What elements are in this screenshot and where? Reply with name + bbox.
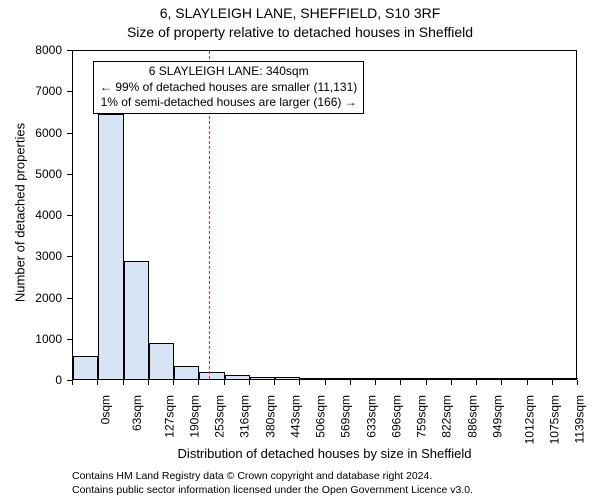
x-tick-mark (476, 380, 477, 385)
histogram-bar (326, 378, 351, 379)
y-tick-label: 2000 (0, 291, 62, 305)
caption-line-1: Contains HM Land Registry data © Crown c… (72, 470, 432, 482)
y-tick-label: 1000 (0, 332, 62, 346)
caption-line-2: Contains public sector information licen… (72, 484, 473, 496)
figure: 6, SLAYLEIGH LANE, SHEFFIELD, S10 3RF Si… (0, 0, 600, 500)
x-tick-mark (400, 380, 401, 385)
x-tick-mark (123, 380, 124, 385)
x-tick-label: 127sqm (162, 395, 176, 438)
annotation-line-1: 6 SLAYLEIGH LANE: 340sqm (100, 64, 357, 80)
x-tick-label: 443sqm (288, 395, 302, 438)
plot-area: 6 SLAYLEIGH LANE: 340sqm ← 99% of detach… (72, 50, 577, 380)
x-tick-label: 1075sqm (548, 395, 562, 444)
y-tick-mark (67, 133, 72, 134)
x-tick-label: 0sqm (98, 395, 112, 424)
x-tick-mark (426, 380, 427, 385)
histogram-bar (528, 378, 553, 379)
y-tick-label: 7000 (0, 84, 62, 98)
x-tick-label: 63sqm (130, 395, 144, 431)
x-tick-mark (451, 380, 452, 385)
x-tick-mark (325, 380, 326, 385)
histogram-bar (225, 375, 250, 379)
title-line-1: 6, SLAYLEIGH LANE, SHEFFIELD, S10 3RF (0, 4, 600, 23)
histogram-bar (275, 377, 300, 379)
histogram-bar (427, 378, 452, 379)
y-tick-label: 5000 (0, 167, 62, 181)
histogram-bar (98, 114, 123, 379)
x-tick-label: 1139sqm (572, 395, 586, 443)
x-tick-mark (577, 380, 578, 385)
x-tick-label: 1012sqm (522, 395, 536, 444)
x-tick-label: 822sqm (440, 395, 454, 438)
annotation-line-2: ← 99% of detached houses are smaller (11… (100, 80, 357, 96)
y-tick-mark (67, 339, 72, 340)
x-tick-mark (97, 380, 98, 385)
annotation-box: 6 SLAYLEIGH LANE: 340sqm ← 99% of detach… (93, 61, 364, 114)
histogram-bar (124, 261, 149, 379)
x-tick-mark (552, 380, 553, 385)
y-tick-mark (67, 174, 72, 175)
x-tick-label: 190sqm (187, 395, 201, 438)
histogram-bar (553, 378, 578, 379)
histogram-bar (477, 378, 502, 379)
x-tick-mark (527, 380, 528, 385)
y-tick-mark (67, 256, 72, 257)
x-tick-label: 696sqm (389, 395, 403, 438)
x-tick-mark (72, 380, 73, 385)
x-tick-mark (198, 380, 199, 385)
y-tick-label: 4000 (0, 208, 62, 222)
y-tick-label: 0 (0, 373, 62, 387)
histogram-bar (300, 378, 325, 379)
histogram-bar (452, 378, 477, 379)
x-tick-label: 949sqm (490, 395, 504, 438)
y-tick-label: 3000 (0, 249, 62, 263)
histogram-bar (502, 378, 527, 379)
x-tick-label: 316sqm (238, 395, 252, 438)
x-tick-label: 380sqm (263, 395, 277, 438)
x-tick-mark (274, 380, 275, 385)
x-tick-label: 253sqm (213, 395, 227, 438)
histogram-bar (351, 378, 376, 379)
histogram-bar (199, 372, 224, 379)
x-tick-mark (299, 380, 300, 385)
histogram-bar (401, 378, 426, 379)
x-tick-label: 569sqm (339, 395, 353, 438)
y-tick-mark (67, 50, 72, 51)
y-tick-mark (67, 298, 72, 299)
x-tick-mark (249, 380, 250, 385)
x-tick-label: 886sqm (465, 395, 479, 438)
histogram-bar (73, 356, 98, 379)
x-tick-mark (375, 380, 376, 385)
y-tick-label: 6000 (0, 126, 62, 140)
x-tick-mark (501, 380, 502, 385)
y-tick-label: 8000 (0, 43, 62, 57)
annotation-line-3: 1% of semi-detached houses are larger (1… (100, 95, 357, 111)
histogram-bar (149, 343, 174, 379)
x-tick-mark (224, 380, 225, 385)
y-tick-mark (67, 91, 72, 92)
x-tick-mark (148, 380, 149, 385)
x-tick-mark (350, 380, 351, 385)
histogram-bar (250, 377, 275, 379)
x-axis-label: Distribution of detached houses by size … (72, 446, 577, 461)
title-line-2: Size of property relative to detached ho… (0, 23, 600, 42)
y-axis-label: Number of detached properties (13, 113, 28, 313)
x-tick-mark (173, 380, 174, 385)
histogram-bar (376, 378, 401, 379)
x-tick-label: 633sqm (364, 395, 378, 438)
y-tick-mark (67, 215, 72, 216)
histogram-bar (174, 366, 199, 379)
x-tick-label: 506sqm (314, 395, 328, 438)
title-block: 6, SLAYLEIGH LANE, SHEFFIELD, S10 3RF Si… (0, 4, 600, 42)
x-tick-label: 759sqm (415, 395, 429, 438)
